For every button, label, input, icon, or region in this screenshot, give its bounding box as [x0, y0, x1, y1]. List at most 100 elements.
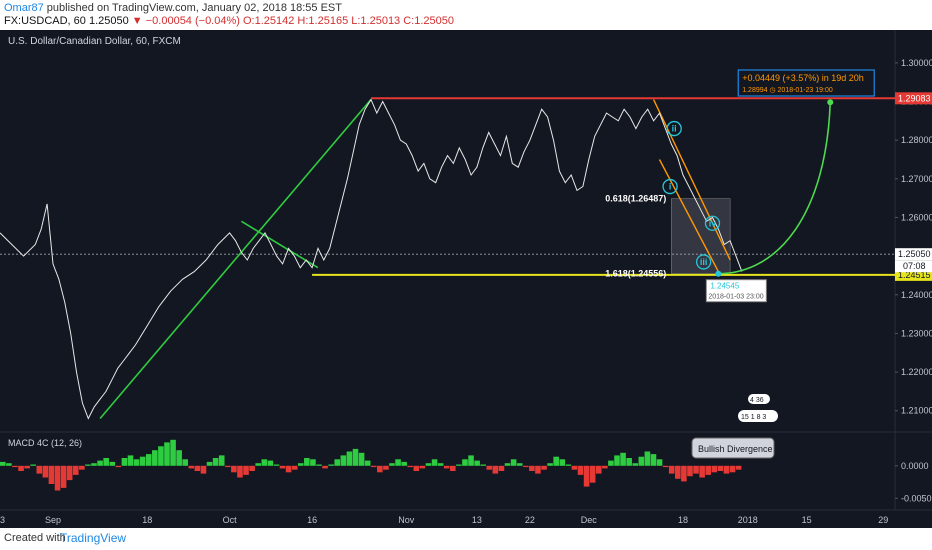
macd-bar: [632, 463, 639, 466]
trendline: [240, 220, 319, 269]
forecast-target-dot: [827, 99, 834, 106]
macd-bar: [352, 448, 359, 466]
time-tick-label: 13: [472, 515, 482, 525]
macd-bar: [541, 465, 547, 470]
macd-bar: [699, 465, 705, 478]
time-tick-label: Oct: [223, 515, 238, 525]
macd-bar: [656, 459, 663, 466]
publish-info: Omar87 published on TradingView.com, Jan…: [4, 2, 342, 14]
macd-bar: [529, 465, 535, 471]
macd-bar: [188, 465, 195, 469]
macd-bar: [316, 464, 322, 466]
event-badge-bottom: [738, 410, 778, 422]
macd-bar: [510, 459, 517, 466]
macd-bar: [85, 464, 91, 466]
macd-bar: [559, 459, 566, 466]
event-count-top: 4 36: [750, 397, 764, 404]
macd-bar: [705, 465, 712, 475]
macd-bar: [273, 464, 280, 466]
macd-bar: [42, 465, 49, 478]
forecast-change-label: +0.04449 (+3.57%) in 19d 20h: [742, 73, 864, 83]
macd-bar: [158, 446, 164, 466]
channel-line: [658, 159, 719, 272]
macd-bar: [310, 459, 316, 466]
macd-bar: [340, 455, 347, 466]
price-tick-label: 1.27000: [901, 174, 932, 184]
macd-bar: [225, 465, 231, 468]
trendline: [99, 99, 372, 419]
published-text: published on TradingView.com, January 02…: [43, 2, 342, 14]
macd-bar: [443, 465, 450, 469]
divergence-label: Bullish Divergence: [698, 444, 773, 454]
macd-bar: [450, 465, 456, 471]
macd-bar: [644, 451, 651, 466]
price-line: [0, 98, 743, 420]
macd-bar: [668, 465, 675, 474]
level-price-label: 1.24515: [898, 270, 931, 280]
macd-bar: [389, 463, 395, 466]
macd-title: MACD 4C (12, 26): [8, 438, 82, 448]
macd-bar: [620, 452, 626, 466]
wave-label: iv: [709, 218, 717, 228]
macd-bar: [237, 465, 243, 478]
macd-bar: [456, 464, 462, 466]
created-with-text: Created with: [4, 532, 66, 544]
macd-bar: [492, 465, 499, 474]
macd-bar: [145, 454, 152, 466]
macd-bar: [693, 465, 699, 474]
macd-bar: [334, 459, 341, 466]
time-tick-label: 23: [0, 515, 5, 525]
low-marker-price: 1.24545: [710, 282, 739, 291]
macd-bar: [66, 465, 73, 481]
macd-bar: [0, 461, 6, 466]
price-tick-label: 1.30000: [901, 58, 932, 68]
low-marker-date: 2018-01-03 23:00: [708, 294, 763, 301]
chart-background: [0, 30, 932, 528]
wave-circle: [662, 178, 678, 195]
wave-label: iii: [700, 257, 708, 267]
event-badge-top: [748, 394, 770, 404]
price-tick-label: 1.28000: [901, 135, 932, 145]
macd-bar: [377, 465, 383, 473]
price-chart[interactable]: U.S. Dollar/Canadian Dollar, 60, FXCM 1.3…: [0, 30, 932, 528]
macd-bar: [504, 463, 511, 466]
level-price-label: 1.25050: [898, 249, 931, 259]
macd-bar: [735, 465, 742, 470]
macd-bar: [322, 465, 328, 469]
macd-bar: [565, 464, 572, 466]
macd-bar: [36, 465, 43, 474]
forecast-start-dot: [715, 270, 722, 277]
macd-bar: [346, 451, 353, 466]
macd-bar: [255, 463, 261, 466]
price-tick-label: 1.24000: [901, 290, 932, 300]
macd-bar: [547, 463, 553, 466]
time-tick-label: 16: [307, 515, 317, 525]
macd-bar: [553, 456, 559, 466]
countdown-label: 07:08: [903, 261, 926, 271]
macd-bar: [97, 460, 103, 466]
forecast-target-label: 1.28994 ◷ 2018-01-23 19:00: [742, 87, 833, 94]
wave-circle: [695, 254, 712, 270]
wave-circle: [704, 215, 721, 231]
macd-bar: [261, 459, 268, 466]
time-tick-label: 29: [878, 515, 888, 525]
low-marker-box: [705, 279, 767, 303]
macd-bar: [370, 465, 377, 468]
time-tick-label: Dec: [581, 515, 598, 525]
macd-bar: [723, 465, 730, 474]
author-link[interactable]: Omar87: [4, 2, 44, 14]
macd-bar: [18, 465, 24, 471]
macd-bar: [291, 465, 298, 470]
macd-bar: [133, 459, 140, 466]
macd-bar: [498, 465, 505, 471]
wave-label: i: [669, 182, 672, 192]
forecast-curve: [718, 102, 832, 275]
macd-bar: [383, 465, 389, 470]
macd-bar: [687, 465, 693, 477]
macd-bar: [638, 456, 645, 466]
event-count-bottom: 15 1 8 3: [741, 414, 766, 421]
tradingview-logo[interactable]: TradingView: [60, 531, 127, 545]
macd-bar: [486, 465, 493, 470]
macd-bar: [170, 439, 176, 466]
macd-bar: [395, 459, 401, 466]
